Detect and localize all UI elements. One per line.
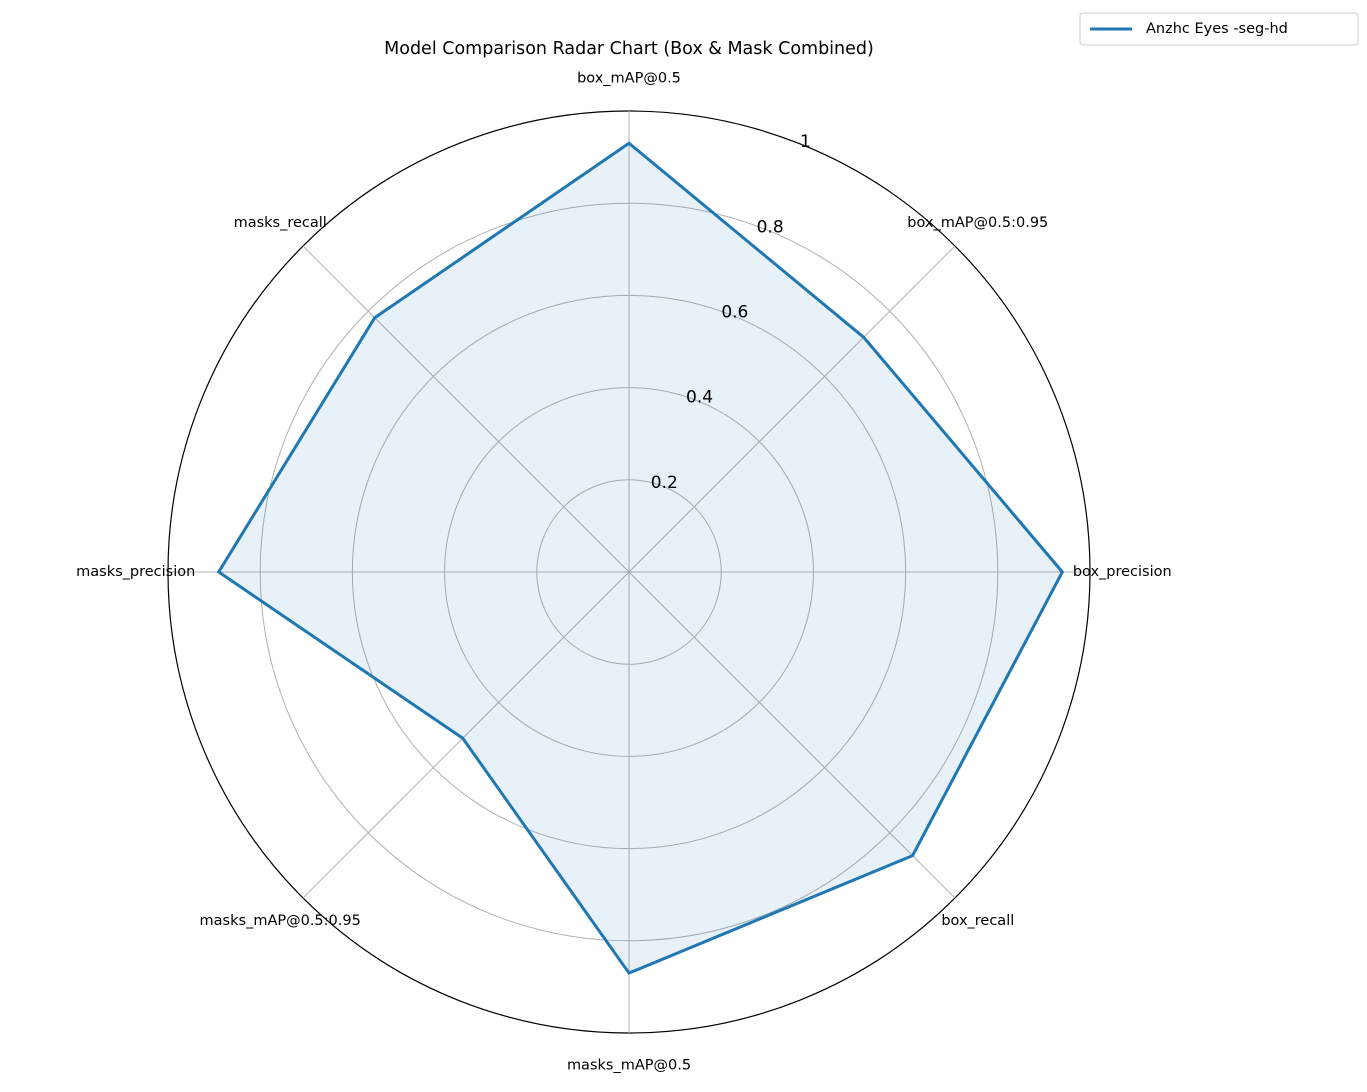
r-tick-label: 0.2 [651, 473, 678, 493]
category-label: masks_recall [234, 215, 327, 231]
r-tick-label: 1 [800, 132, 811, 152]
category-label: masks_mAP@0.5:0.95 [200, 913, 361, 929]
category-label: masks_mAP@0.5 [567, 1057, 691, 1073]
spoke [302, 245, 630, 573]
r-tick-label: 0.4 [686, 388, 713, 408]
spoke [628, 571, 956, 899]
legend-box [1079, 12, 1359, 46]
r-tick-label: 0.8 [757, 217, 784, 237]
chart-title: Model Comparison Radar Chart (Box & Mask… [384, 39, 874, 59]
series-area [218, 143, 1063, 974]
category-label: box_mAP@0.5 [577, 71, 681, 87]
category-label: box_precision [1073, 564, 1172, 580]
series-line [216, 141, 1065, 975]
spoke [302, 571, 630, 899]
category-label: masks_precision [76, 564, 195, 580]
legend: Anzhc Eyes -seg-hd [1079, 12, 1359, 46]
r-tick-label: 0.6 [721, 302, 748, 322]
category-label: box_mAP@0.5:0.95 [907, 215, 1048, 231]
category-label: box_recall [941, 913, 1014, 929]
spoke [628, 245, 956, 573]
legend-label: Anzhc Eyes -seg-hd [1146, 21, 1288, 37]
